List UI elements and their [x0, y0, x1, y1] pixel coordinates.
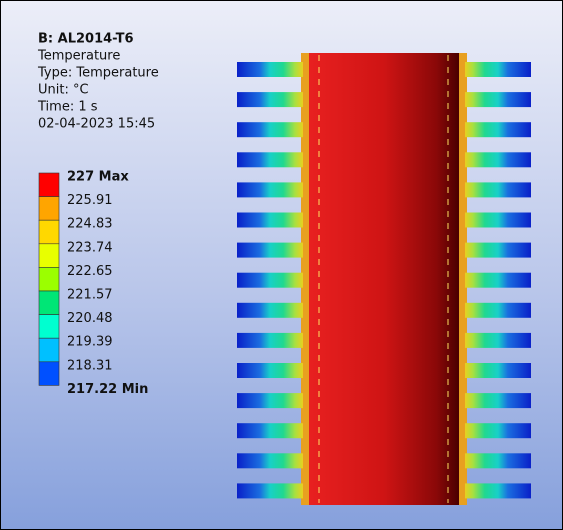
header-line: Temperature: [37, 49, 120, 64]
fin: [465, 122, 531, 137]
fin: [237, 453, 303, 468]
fin: [237, 423, 303, 438]
fin: [237, 213, 303, 228]
fin: [237, 333, 303, 348]
fin: [465, 62, 531, 77]
legend-swatch: [39, 197, 59, 221]
header-line: Time: 1 s: [37, 100, 98, 115]
fin: [237, 62, 303, 77]
legend-label: 220.48: [67, 311, 113, 326]
legend-swatch: [39, 291, 59, 315]
legend-label: 225.91: [67, 193, 113, 208]
fin: [465, 363, 531, 378]
legend-label: 218.31: [67, 358, 113, 373]
legend-swatch: [39, 244, 59, 268]
fin: [465, 92, 531, 107]
header-line: 02-04-2023 15:45: [38, 117, 155, 132]
header-line: Type: Temperature: [37, 66, 159, 81]
fin: [237, 483, 303, 498]
legend-label: 227 Max: [67, 170, 129, 185]
fin: [465, 303, 531, 318]
legend-swatch: [39, 173, 59, 197]
fin: [237, 122, 303, 137]
legend-swatch: [39, 267, 59, 291]
fin: [465, 453, 531, 468]
fin: [237, 243, 303, 258]
legend-label: 222.65: [67, 264, 113, 279]
screenshot: B: AL2014-T6 Temperature Type: Temperatur…: [0, 0, 563, 530]
legend-label: 223.74: [67, 240, 113, 255]
legend-swatch: [39, 220, 59, 244]
fin: [465, 213, 531, 228]
fin: [465, 273, 531, 288]
title: B: AL2014-T6: [38, 32, 134, 47]
fin: [465, 333, 531, 348]
legend-label: 224.83: [67, 217, 113, 232]
fin: [465, 483, 531, 498]
legend-swatch: [39, 315, 59, 339]
fin: [237, 92, 303, 107]
legend-swatch: [39, 338, 59, 362]
cylinder: [309, 53, 459, 505]
fin: [237, 152, 303, 167]
fin: [237, 273, 303, 288]
result-view: B: AL2014-T6 Temperature Type: Temperatur…: [1, 1, 562, 529]
fin: [465, 182, 531, 197]
fin: [465, 423, 531, 438]
fin: [237, 182, 303, 197]
legend-label: 217.22 Min: [67, 382, 148, 397]
fin: [237, 393, 303, 408]
fin: [465, 393, 531, 408]
legend-label: 219.39: [67, 335, 113, 350]
fin: [237, 363, 303, 378]
legend-swatch: [39, 362, 59, 386]
fin: [465, 243, 531, 258]
legend-label: 221.57: [67, 288, 113, 303]
fin: [465, 152, 531, 167]
fin: [237, 303, 303, 318]
header-line: Unit: °C: [38, 83, 89, 98]
